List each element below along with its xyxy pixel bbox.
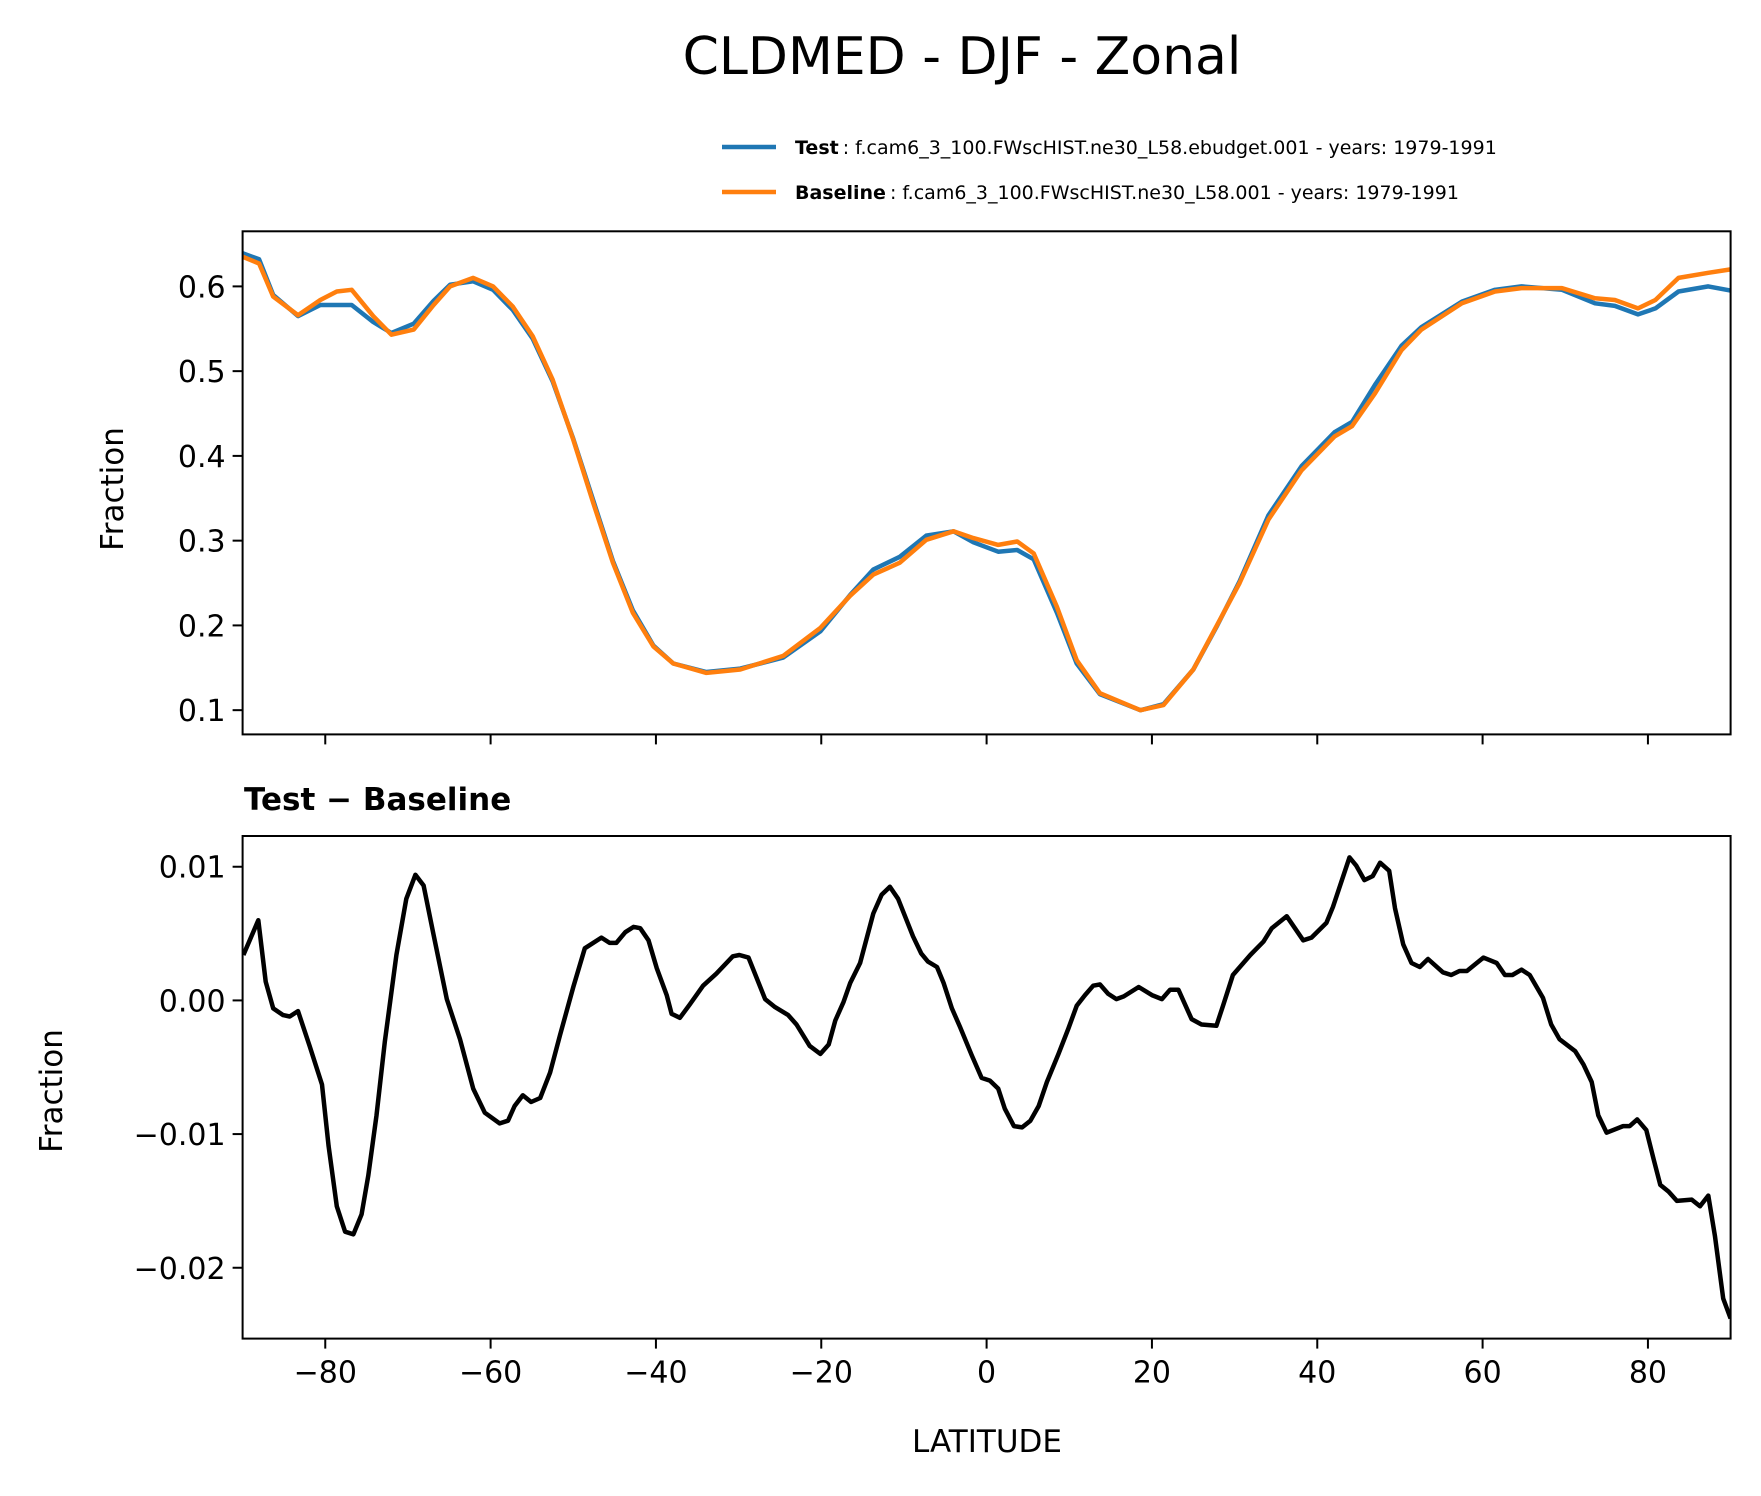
- x-axis-label: LATITUDE: [912, 1424, 1062, 1460]
- top-panel: 0.1 0.2 0.3 0.4 0.5 0.6: [178, 230, 1732, 745]
- diff-series-test-baseline: [242, 855, 1731, 1320]
- legend-entry-baseline: Baseline: f.cam6_3_100.FWscHIST.ne30_L58…: [795, 182, 1459, 204]
- diff-x-tick-label: 20: [1133, 1356, 1171, 1391]
- top-y-tick-label: 0.5: [178, 355, 226, 390]
- top-y-tick-label: 0.6: [178, 270, 226, 305]
- bottom-y-axis-label: Fraction: [34, 1029, 70, 1153]
- legend: Test: f.cam6_3_100.FWscHIST.ne30_L58.ebu…: [722, 137, 1497, 204]
- top-y-axis-label: Fraction: [95, 427, 131, 551]
- top-y-tick-label: 0.2: [178, 609, 226, 644]
- difference-panel-title: Test − Baseline: [244, 782, 511, 818]
- diff-x-tick-label: −40: [624, 1356, 687, 1391]
- legend-desc-test: : f.cam6_3_100.FWscHIST.ne30_L58.ebudget…: [843, 137, 1497, 159]
- diff-x-tick-label: −60: [459, 1356, 522, 1391]
- diff-y-tick-label: −0.02: [134, 1252, 226, 1287]
- diff-y-tick-label: −0.01: [134, 1118, 226, 1153]
- legend-label-test: Test: [795, 137, 839, 159]
- legend-entry-test: Test: f.cam6_3_100.FWscHIST.ne30_L58.ebu…: [795, 137, 1497, 159]
- diff-x-tick-label: 60: [1464, 1356, 1502, 1391]
- top-y-tick-label: 0.1: [178, 694, 226, 729]
- top-series-baseline: [242, 254, 1731, 713]
- diff-x-tick-label: 80: [1629, 1356, 1667, 1391]
- diff-x-tick-label: 40: [1298, 1356, 1336, 1391]
- top-y-tick-label: 0.3: [178, 525, 226, 560]
- diff-x-tick-label: 0: [977, 1356, 996, 1391]
- difference-panel: −80 −60 −40 −20 0 20 40 60 80 −0.02 −0.01 0.00 0.01: [134, 835, 1732, 1391]
- figure-title: CLDMED - DJF - Zonal: [683, 27, 1242, 87]
- legend-label-baseline: Baseline: [795, 182, 886, 204]
- diff-y-tick-label: 0.00: [159, 984, 226, 1019]
- diff-x-tick-label: −20: [790, 1356, 853, 1391]
- diff-y-tick-label: 0.01: [159, 851, 226, 886]
- top-y-tick-label: 0.4: [178, 440, 226, 475]
- diff-x-tick-label: −80: [294, 1356, 357, 1391]
- legend-desc-baseline: : f.cam6_3_100.FWscHIST.ne30_L58.001 - y…: [890, 182, 1459, 204]
